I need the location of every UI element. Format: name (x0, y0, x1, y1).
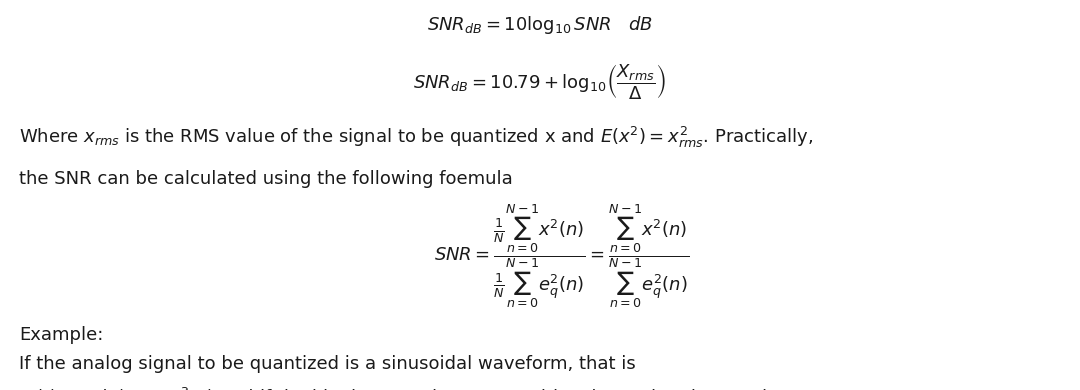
Text: $SNR = \dfrac{\frac{1}{N}\sum_{n=0}^{N-1} x^2(n)}{\frac{1}{N}\sum_{n=0}^{N-1} e_: $SNR = \dfrac{\frac{1}{N}\sum_{n=0}^{N-1… (434, 203, 689, 310)
Text: the SNR can be calculated using the following foemula: the SNR can be calculated using the foll… (19, 170, 513, 188)
Text: $x(t) = Asin(2 \times 10^3\pi t)$ and if the bipolar quantizer uses m bits, dete: $x(t) = Asin(2 \times 10^3\pi t)$ and if… (19, 386, 827, 390)
Text: $SNR_{dB} = 10.79 + \log_{10}\!\left(\dfrac{X_{rms}}{\Delta}\right)$: $SNR_{dB} = 10.79 + \log_{10}\!\left(\df… (414, 62, 666, 101)
Text: If the analog signal to be quantized is a sinusoidal waveform, that is: If the analog signal to be quantized is … (19, 355, 636, 373)
Text: $SNR_{dB} = 10\log_{10} SNR \quad dB$: $SNR_{dB} = 10\log_{10} SNR \quad dB$ (427, 14, 653, 35)
Text: Example:: Example: (19, 326, 104, 344)
Text: Where $x_{rms}$ is the RMS value of the signal to be quantized x and $E(x^2) = x: Where $x_{rms}$ is the RMS value of the … (19, 125, 813, 150)
